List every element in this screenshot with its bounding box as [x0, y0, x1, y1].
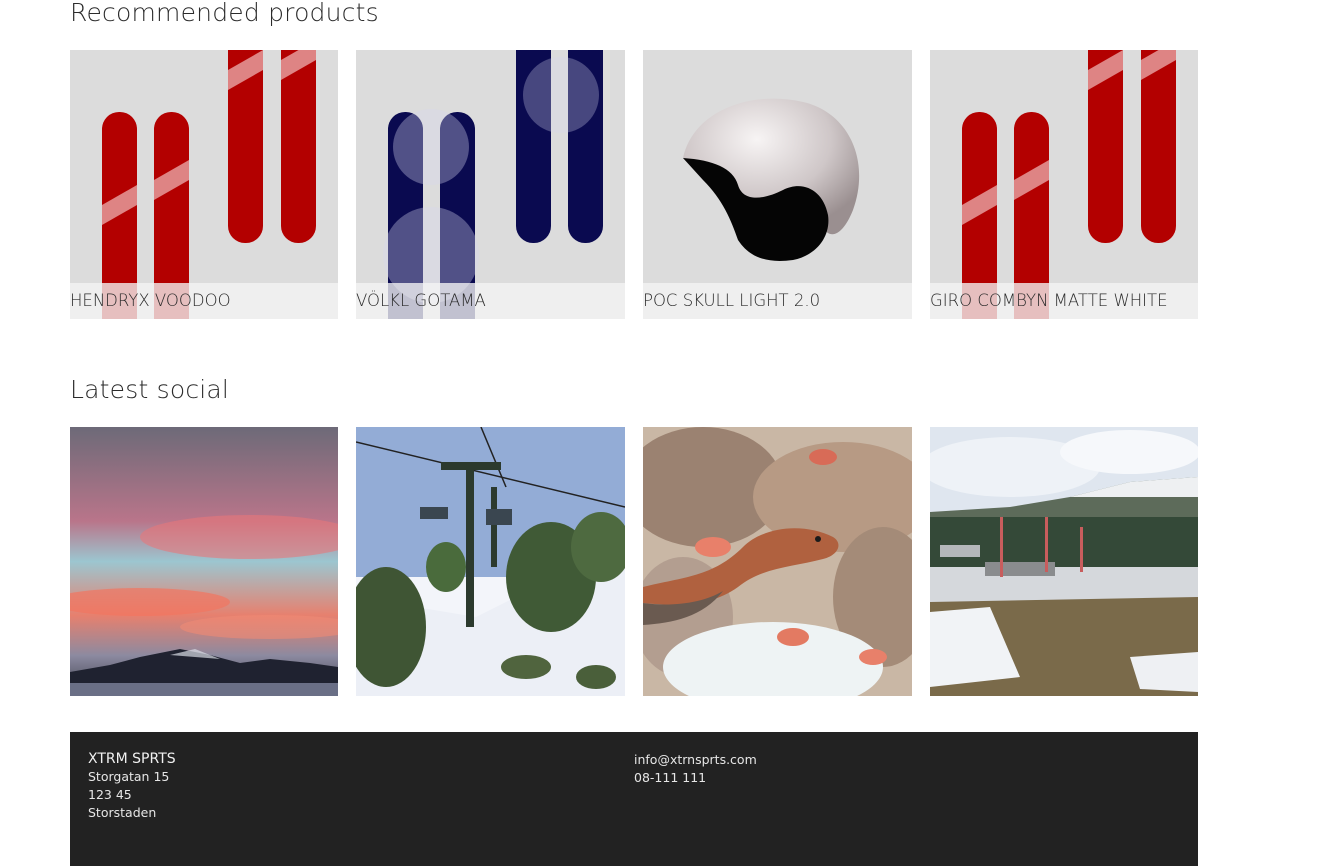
product-image-navy-skis	[356, 50, 625, 319]
footer-city: Storstaden	[88, 805, 157, 820]
footer-postal-code: 123 45	[88, 787, 132, 802]
social-image-ski-resort	[930, 427, 1198, 696]
product-name: HENDRYX VOODOO	[70, 283, 338, 319]
social-post-ski-lift[interactable]	[356, 427, 625, 696]
product-name: VÖLKL GOTAMA	[356, 283, 625, 319]
social-image-underwater-eel	[643, 427, 912, 696]
product-card[interactable]: VÖLKL GOTAMA	[356, 50, 625, 319]
social-post-underwater-eel[interactable]	[643, 427, 912, 696]
product-card[interactable]: GIRO COMBYN MATTE WHITE	[930, 50, 1198, 319]
product-card[interactable]: POC SKULL LIGHT 2.0	[643, 50, 912, 319]
latest-social-grid	[70, 427, 1198, 696]
footer-address-block: XTRM SPRTS Storgatan 15 123 45 Storstade…	[88, 750, 176, 822]
footer-contact-block: info@xtrnsprts.com 08-111 111	[634, 751, 757, 787]
product-image-red-skis	[70, 50, 338, 319]
product-name: POC SKULL LIGHT 2.0	[643, 283, 912, 319]
footer-phone-link[interactable]: 08-111 111	[634, 770, 707, 785]
recommended-products-heading: Recommended products	[70, 0, 379, 27]
footer-email-link[interactable]: info@xtrnsprts.com	[634, 752, 757, 767]
social-post-sunset-lake[interactable]	[70, 427, 338, 696]
product-image-red-skis	[930, 50, 1198, 319]
social-image-ski-lift	[356, 427, 625, 696]
latest-social-heading: Latest social	[70, 375, 230, 404]
footer-brand: XTRM SPRTS	[88, 751, 176, 767]
recommended-products-grid: HENDRYX VOODOO VÖLKL GOTAMA	[70, 50, 1198, 319]
social-post-ski-resort[interactable]	[930, 427, 1198, 696]
product-card[interactable]: HENDRYX VOODOO	[70, 50, 338, 319]
footer-street: Storgatan 15	[88, 769, 170, 784]
product-image-helmet	[643, 50, 912, 319]
product-name: GIRO COMBYN MATTE WHITE	[930, 283, 1198, 319]
social-image-sunset-lake	[70, 427, 338, 696]
site-footer: XTRM SPRTS Storgatan 15 123 45 Storstade…	[70, 732, 1198, 866]
